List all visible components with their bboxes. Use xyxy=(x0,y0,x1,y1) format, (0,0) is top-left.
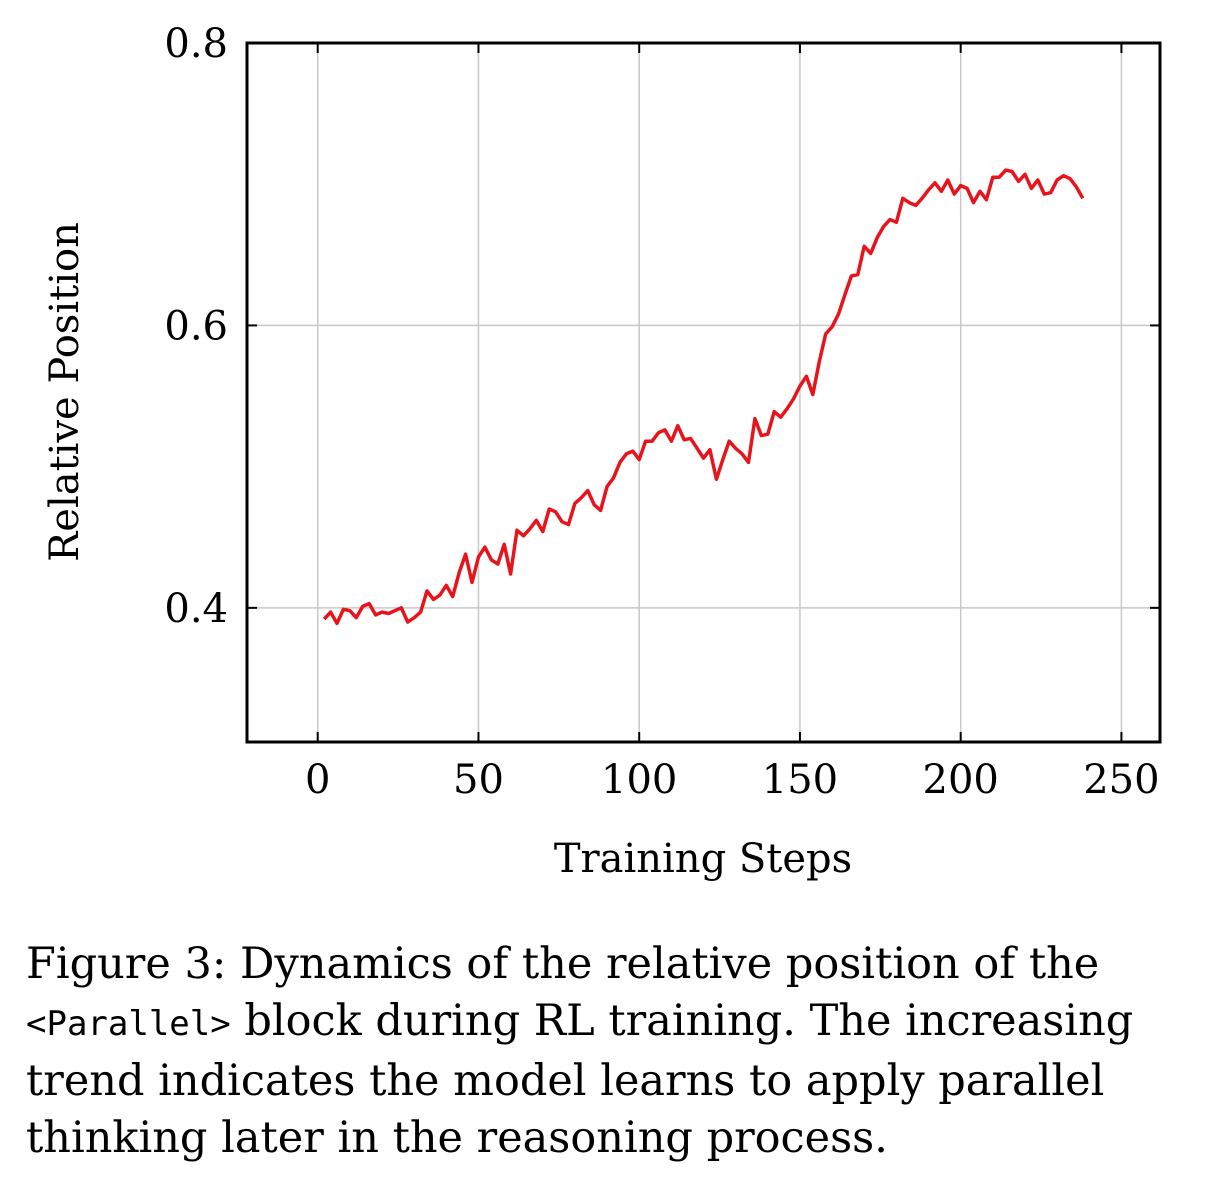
grid-lines xyxy=(247,42,1160,742)
x-tick-label: 50 xyxy=(453,757,504,803)
y-tick-label: 0.8 xyxy=(164,21,228,67)
x-tick-label: 250 xyxy=(1083,757,1159,803)
figure-caption: Figure 3: Dynamics of the relative posit… xyxy=(26,936,1188,1167)
axis-ticks: 0 50 100 150 200 250 0.4 0.6 0.8 xyxy=(164,21,1160,803)
plot-frame xyxy=(245,41,1162,744)
caption-lead: Figure 3: Dynamics of the relative posit… xyxy=(26,939,1100,989)
x-tick-label: 0 xyxy=(305,757,330,803)
x-tick-label: 150 xyxy=(762,757,838,803)
x-tick-label: 100 xyxy=(601,757,677,803)
x-axis-label: Training Steps xyxy=(554,836,852,882)
y-axis-label: Relative Position xyxy=(42,222,88,562)
y-tick-label: 0.6 xyxy=(164,303,228,349)
y-tick-label: 0.4 xyxy=(164,586,228,632)
series-line xyxy=(322,168,1085,626)
caption-rest: block during RL training. The increasing… xyxy=(26,996,1134,1163)
x-tick-label: 200 xyxy=(923,757,999,803)
caption-code: <Parallel> xyxy=(26,1004,231,1044)
